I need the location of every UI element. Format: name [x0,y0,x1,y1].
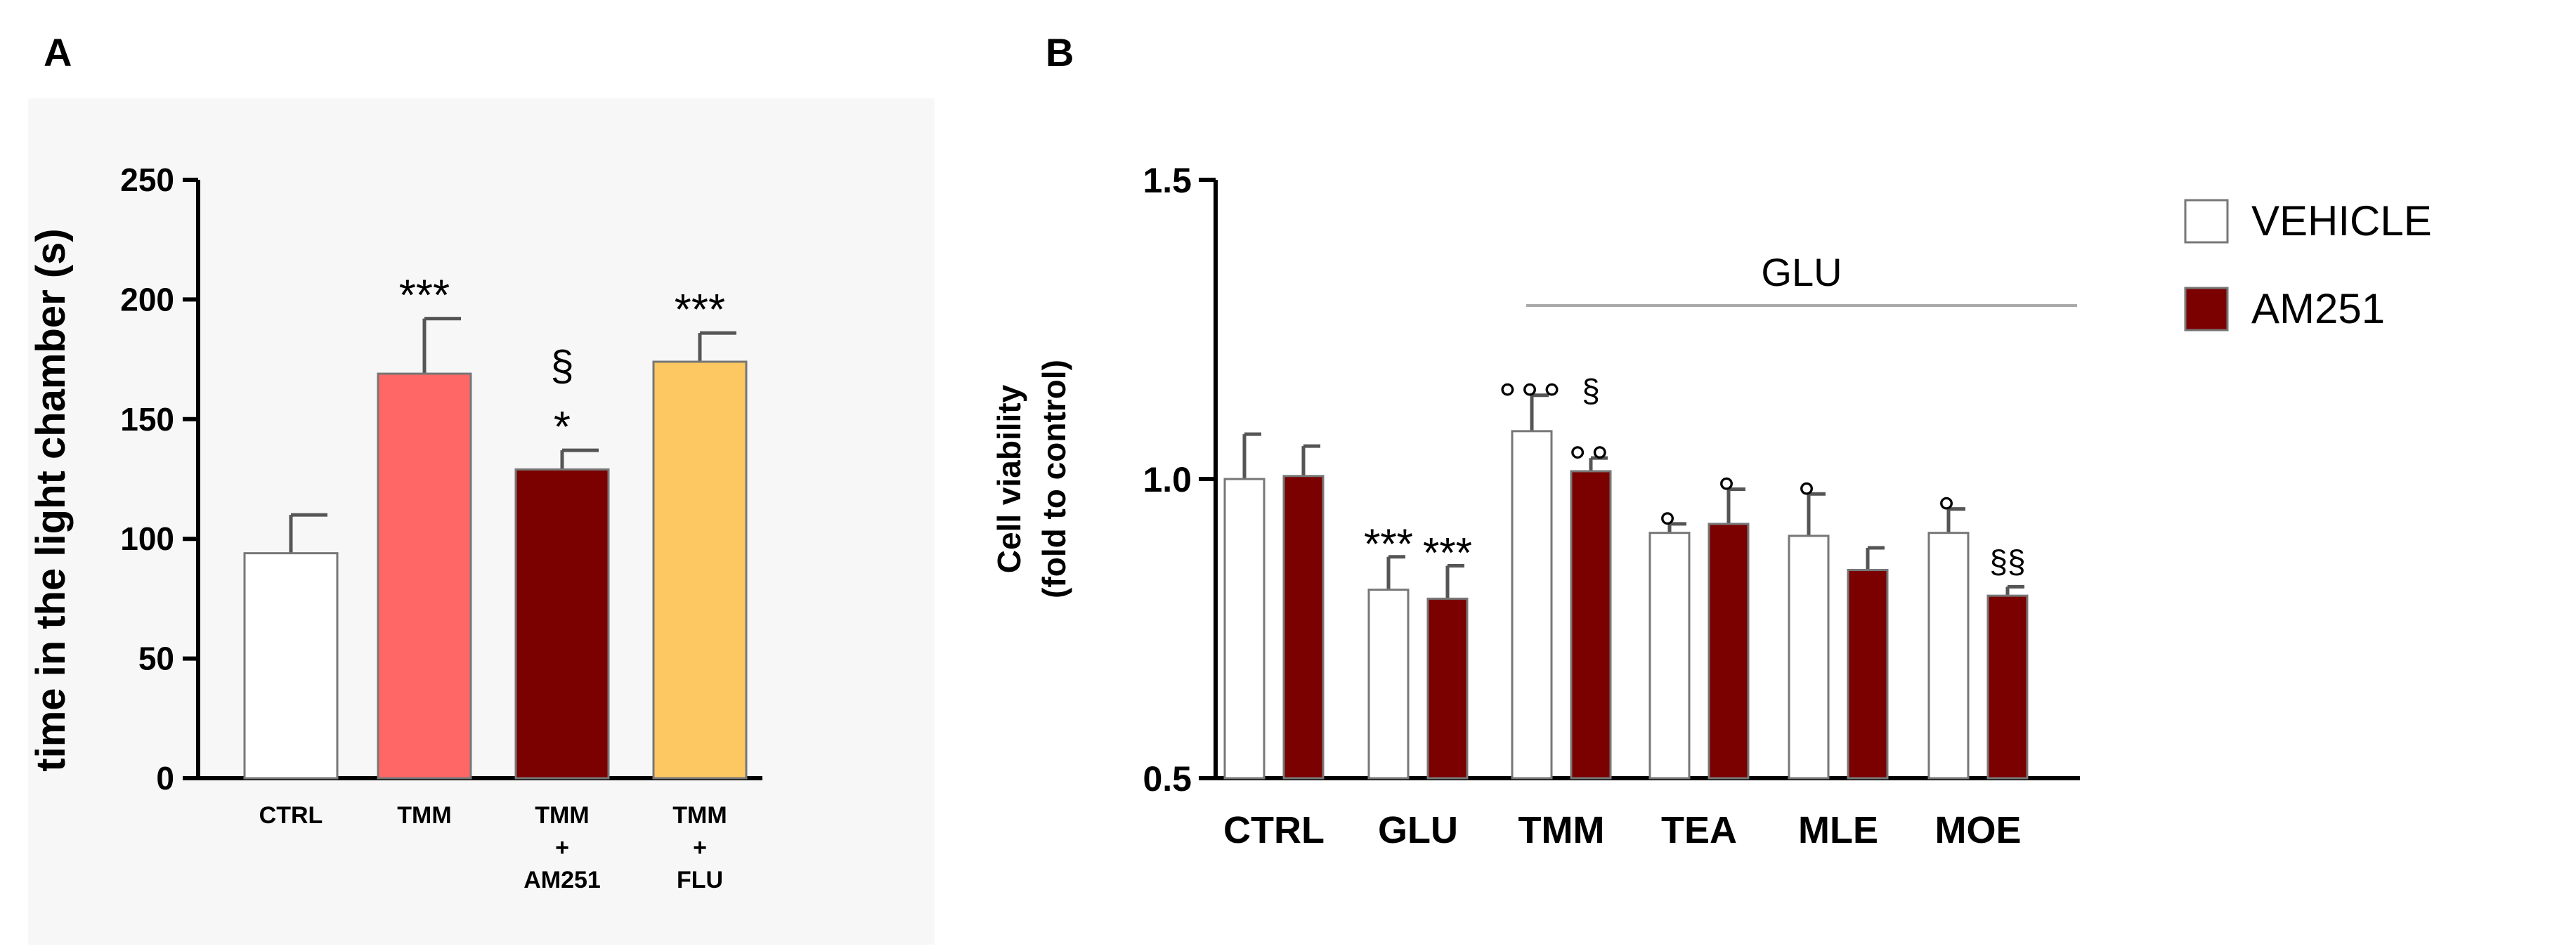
bar-vehicle-5 [1927,532,1970,780]
significance-label: °° [1568,437,1613,487]
legend-label-vehicle: VEHICLE [2251,197,2432,244]
y-tick-label-b: 1.5 [1143,161,1192,200]
x-tick-label-a: TMM [672,802,727,829]
bar-vehicle-1 [1367,589,1410,780]
x-tick-label-a: AM251 [523,867,601,893]
x-tick-label-b: CTRL [1223,809,1325,851]
x-tick-label-a: CTRL [259,802,323,829]
y-tick-label-a: 0 [156,760,174,796]
x-tick-label-a: + [555,834,569,861]
bar-3 [652,360,748,780]
significance-label: ° [1658,503,1681,553]
x-tick-label-a: TMM [397,802,451,829]
glu-bracket-label: GLU [1761,250,1842,294]
y-tick-label-a: 250 [120,162,174,198]
significance-label: * [554,403,571,452]
x-tick-label-a: FLU [677,867,723,893]
bar-am251-0 [1282,475,1325,780]
x-tick-label-b: TMM [1518,809,1605,851]
y-axis-label-b: (fold to control) [1036,360,1072,598]
x-tick-label-b: GLU [1378,809,1458,851]
significance-label: § [1582,372,1600,409]
legend-swatch-vehicle [2184,199,2229,244]
x-tick-label-a: TMM [535,802,589,829]
bar-am251-4 [1847,569,1889,780]
panel-a-background [28,98,935,945]
panel-b-label: B [1046,30,1074,74]
x-tick-label-a: + [693,834,707,861]
significance-label: § [550,342,573,389]
significance-label: ° [1937,488,1960,539]
legend-swatch-am251 [2184,287,2229,332]
y-tick-label-a: 100 [120,520,174,557]
y-tick-label-a: 50 [138,641,174,677]
significance-label: *** [1423,530,1472,577]
x-tick-label-b: MLE [1798,809,1878,851]
x-tick-label-b: MOE [1934,809,2021,851]
bar-0 [243,552,339,780]
significance-label: *** [399,272,450,320]
bar-vehicle-0 [1223,478,1266,780]
y-axis-label-a: time in the light chamber (s) [28,228,74,771]
y-tick-label-a: 150 [120,401,174,438]
significance-label: ° [1717,468,1740,518]
bar-am251-5 [1986,594,2029,780]
bar-vehicle-3 [1648,532,1691,780]
significance-label: °°° [1499,374,1566,425]
y-tick-label-b: 0.5 [1143,759,1192,799]
y-tick-label-b: 1.0 [1143,460,1192,499]
significance-label: *** [1364,520,1413,568]
significance-label: *** [675,286,725,334]
y-tick-label-a: 200 [120,281,174,317]
bar-2 [514,468,610,780]
panel-a-label: A [44,30,72,74]
significance-label: ° [1797,473,1820,523]
bar-1 [377,372,472,780]
bar-am251-3 [1707,523,1750,780]
y-axis-label-b: Cell viability [991,384,1027,573]
x-tick-label-b: TEA [1661,809,1737,851]
chart-a: 0 50 100 150 200 250 time in the light chamber… [28,162,762,893]
legend-label-am251: AM251 [2251,285,2385,332]
significance-label: §§ [1989,543,2025,579]
bar-vehicle-2 [1511,430,1553,780]
bar-vehicle-4 [1788,534,1830,780]
bar-am251-1 [1426,597,1469,780]
bar-am251-2 [1570,470,1612,780]
